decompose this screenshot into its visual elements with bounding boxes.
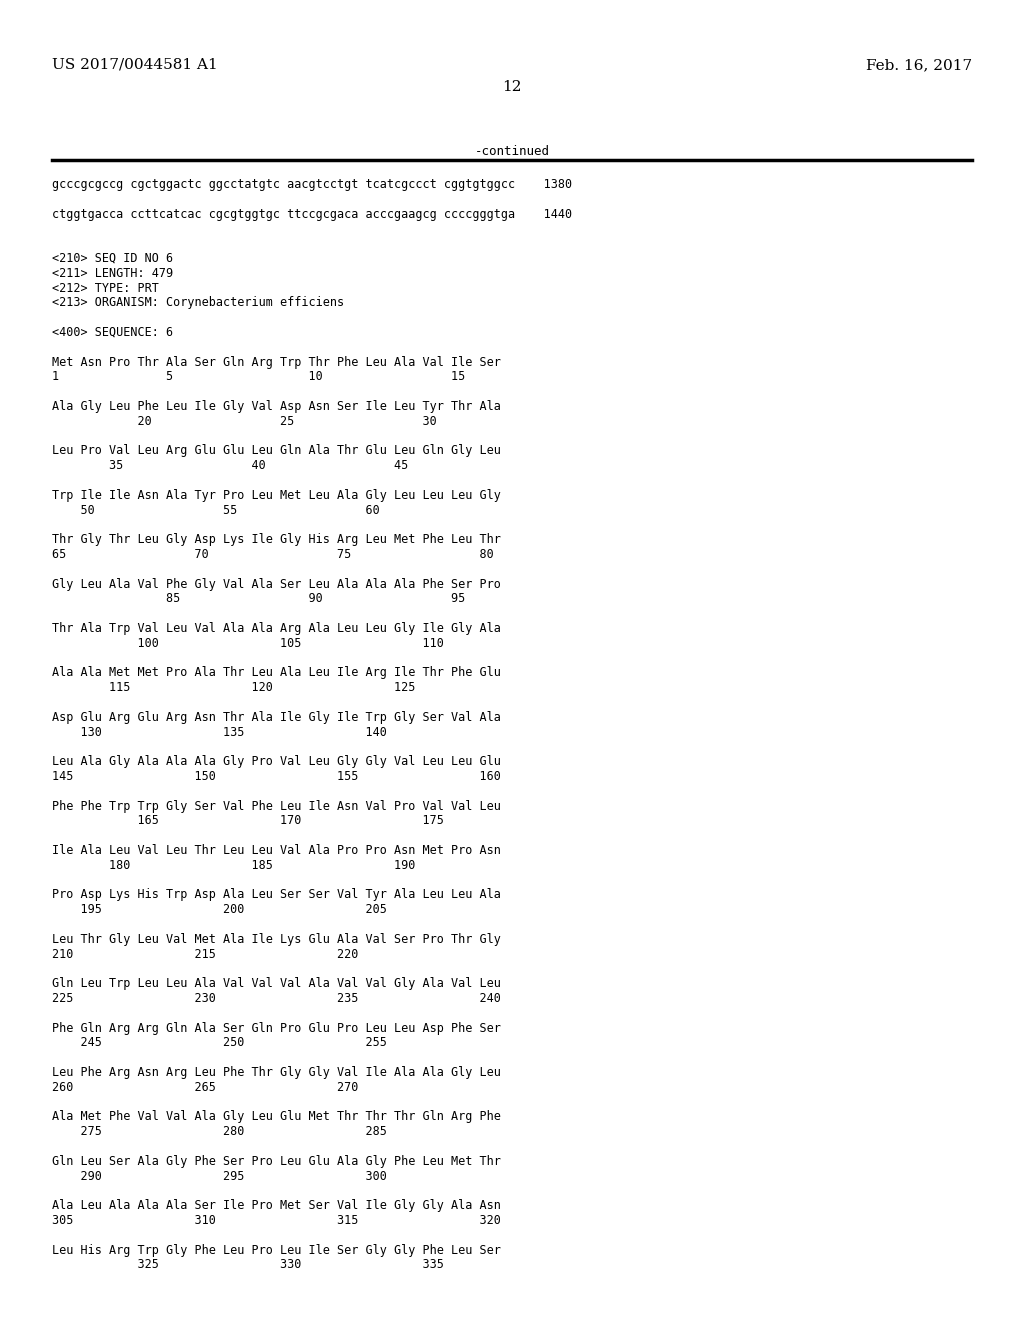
Text: 130                 135                 140: 130 135 140 [52, 726, 387, 739]
Text: Ala Ala Met Met Pro Ala Thr Leu Ala Leu Ile Arg Ile Thr Phe Glu: Ala Ala Met Met Pro Ala Thr Leu Ala Leu … [52, 667, 501, 680]
Text: 210                 215                 220: 210 215 220 [52, 948, 358, 961]
Text: Leu Pro Val Leu Arg Glu Glu Leu Gln Ala Thr Glu Leu Gln Gly Leu: Leu Pro Val Leu Arg Glu Glu Leu Gln Ala … [52, 445, 501, 458]
Text: Ala Leu Ala Ala Ala Ser Ile Pro Met Ser Val Ile Gly Gly Ala Asn: Ala Leu Ala Ala Ala Ser Ile Pro Met Ser … [52, 1199, 501, 1212]
Text: 260                 265                 270: 260 265 270 [52, 1081, 358, 1094]
Text: gcccgcgccg cgctggactc ggcctatgtc aacgtcctgt tcatcgccct cggtgtggcc    1380: gcccgcgccg cgctggactc ggcctatgtc aacgtcc… [52, 178, 572, 191]
Text: 65                  70                  75                  80: 65 70 75 80 [52, 548, 494, 561]
Text: 180                 185                 190: 180 185 190 [52, 859, 416, 871]
Text: ctggtgacca ccttcatcac cgcgtggtgc ttccgcgaca acccgaagcg ccccgggtga    1440: ctggtgacca ccttcatcac cgcgtggtgc ttccgcg… [52, 207, 572, 220]
Text: 20                  25                  30: 20 25 30 [52, 414, 437, 428]
Text: Phe Gln Arg Arg Gln Ala Ser Gln Pro Glu Pro Leu Leu Asp Phe Ser: Phe Gln Arg Arg Gln Ala Ser Gln Pro Glu … [52, 1022, 501, 1035]
Text: Trp Ile Ile Asn Ala Tyr Pro Leu Met Leu Ala Gly Leu Leu Leu Gly: Trp Ile Ile Asn Ala Tyr Pro Leu Met Leu … [52, 488, 501, 502]
Text: Gln Leu Ser Ala Gly Phe Ser Pro Leu Glu Ala Gly Phe Leu Met Thr: Gln Leu Ser Ala Gly Phe Ser Pro Leu Glu … [52, 1155, 501, 1168]
Text: 195                 200                 205: 195 200 205 [52, 903, 387, 916]
Text: 100                 105                 110: 100 105 110 [52, 636, 443, 649]
Text: 85                  90                  95: 85 90 95 [52, 593, 465, 606]
Text: 245                 250                 255: 245 250 255 [52, 1036, 387, 1049]
Text: Pro Asp Lys His Trp Asp Ala Leu Ser Ser Val Tyr Ala Leu Leu Ala: Pro Asp Lys His Trp Asp Ala Leu Ser Ser … [52, 888, 501, 902]
Text: <211> LENGTH: 479: <211> LENGTH: 479 [52, 267, 173, 280]
Text: 50                  55                  60: 50 55 60 [52, 504, 380, 516]
Text: Ala Met Phe Val Val Ala Gly Leu Glu Met Thr Thr Thr Gln Arg Phe: Ala Met Phe Val Val Ala Gly Leu Glu Met … [52, 1110, 501, 1123]
Text: 290                 295                 300: 290 295 300 [52, 1170, 387, 1183]
Text: Ile Ala Leu Val Leu Thr Leu Leu Val Ala Pro Pro Asn Met Pro Asn: Ile Ala Leu Val Leu Thr Leu Leu Val Ala … [52, 843, 501, 857]
Text: 115                 120                 125: 115 120 125 [52, 681, 416, 694]
Text: 12: 12 [502, 81, 522, 94]
Text: 35                  40                  45: 35 40 45 [52, 459, 409, 473]
Text: Leu Ala Gly Ala Ala Ala Gly Pro Val Leu Gly Gly Val Leu Leu Glu: Leu Ala Gly Ala Ala Ala Gly Pro Val Leu … [52, 755, 501, 768]
Text: 145                 150                 155                 160: 145 150 155 160 [52, 770, 501, 783]
Text: Gln Leu Trp Leu Leu Ala Val Val Val Ala Val Val Gly Ala Val Leu: Gln Leu Trp Leu Leu Ala Val Val Val Ala … [52, 977, 501, 990]
Text: US 2017/0044581 A1: US 2017/0044581 A1 [52, 58, 218, 73]
Text: Met Asn Pro Thr Ala Ser Gln Arg Trp Thr Phe Leu Ala Val Ile Ser: Met Asn Pro Thr Ala Ser Gln Arg Trp Thr … [52, 355, 501, 368]
Text: Thr Gly Thr Leu Gly Asp Lys Ile Gly His Arg Leu Met Phe Leu Thr: Thr Gly Thr Leu Gly Asp Lys Ile Gly His … [52, 533, 501, 546]
Text: 305                 310                 315                 320: 305 310 315 320 [52, 1214, 501, 1228]
Text: 275                 280                 285: 275 280 285 [52, 1125, 387, 1138]
Text: <213> ORGANISM: Corynebacterium efficiens: <213> ORGANISM: Corynebacterium efficien… [52, 297, 344, 309]
Text: <210> SEQ ID NO 6: <210> SEQ ID NO 6 [52, 252, 173, 265]
Text: Gly Leu Ala Val Phe Gly Val Ala Ser Leu Ala Ala Ala Phe Ser Pro: Gly Leu Ala Val Phe Gly Val Ala Ser Leu … [52, 578, 501, 590]
Text: 1               5                   10                  15: 1 5 10 15 [52, 371, 465, 383]
Text: -continued: -continued [474, 145, 550, 158]
Text: 165                 170                 175: 165 170 175 [52, 814, 443, 828]
Text: Feb. 16, 2017: Feb. 16, 2017 [866, 58, 972, 73]
Text: <212> TYPE: PRT: <212> TYPE: PRT [52, 281, 159, 294]
Text: Thr Ala Trp Val Leu Val Ala Ala Arg Ala Leu Leu Gly Ile Gly Ala: Thr Ala Trp Val Leu Val Ala Ala Arg Ala … [52, 622, 501, 635]
Text: Ala Gly Leu Phe Leu Ile Gly Val Asp Asn Ser Ile Leu Tyr Thr Ala: Ala Gly Leu Phe Leu Ile Gly Val Asp Asn … [52, 400, 501, 413]
Text: Leu His Arg Trp Gly Phe Leu Pro Leu Ile Ser Gly Gly Phe Leu Ser: Leu His Arg Trp Gly Phe Leu Pro Leu Ile … [52, 1243, 501, 1257]
Text: 325                 330                 335: 325 330 335 [52, 1258, 443, 1271]
Text: Leu Phe Arg Asn Arg Leu Phe Thr Gly Gly Val Ile Ala Ala Gly Leu: Leu Phe Arg Asn Arg Leu Phe Thr Gly Gly … [52, 1067, 501, 1078]
Text: Asp Glu Arg Glu Arg Asn Thr Ala Ile Gly Ile Trp Gly Ser Val Ala: Asp Glu Arg Glu Arg Asn Thr Ala Ile Gly … [52, 710, 501, 723]
Text: Phe Phe Trp Trp Gly Ser Val Phe Leu Ile Asn Val Pro Val Val Leu: Phe Phe Trp Trp Gly Ser Val Phe Leu Ile … [52, 800, 501, 813]
Text: <400> SEQUENCE: 6: <400> SEQUENCE: 6 [52, 326, 173, 339]
Text: 225                 230                 235                 240: 225 230 235 240 [52, 993, 501, 1005]
Text: Leu Thr Gly Leu Val Met Ala Ile Lys Glu Ala Val Ser Pro Thr Gly: Leu Thr Gly Leu Val Met Ala Ile Lys Glu … [52, 933, 501, 946]
